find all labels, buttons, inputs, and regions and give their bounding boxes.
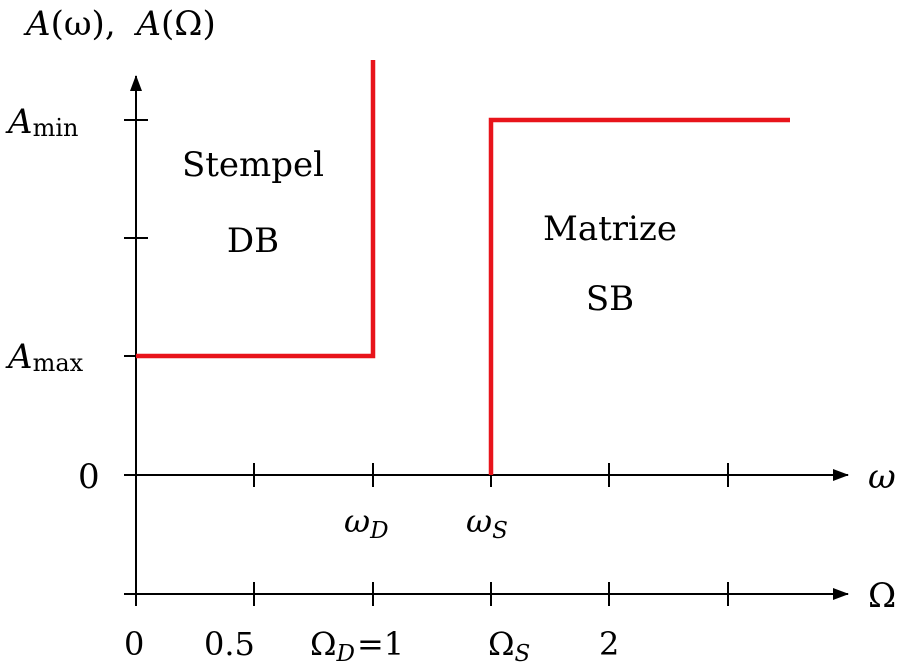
big-omega-tick-label-05: 0.5	[204, 625, 255, 663]
y-tick-label-zero: 0	[78, 457, 100, 497]
omega-d-label: ωD	[344, 502, 389, 544]
y-tick-label-amin: Amin	[5, 102, 78, 142]
stempel-label: Stempel	[182, 145, 324, 185]
y-tick-label-amax: Amax	[5, 337, 84, 377]
sb-label: SB	[586, 279, 634, 319]
y-axis-label: A(ω), A(Ω)	[23, 4, 216, 44]
matrize-label: Matrize	[543, 209, 677, 249]
omega-axis-label: ω	[868, 457, 896, 497]
db-label: DB	[227, 221, 279, 261]
big-omega-s-label: ΩS	[488, 625, 530, 666]
big-omega-tick-label-2: 2	[599, 625, 619, 663]
omega-s-label: ωS	[466, 502, 508, 544]
big-omega-axis-label: Ω	[868, 576, 896, 616]
big-omega-d-label: ΩD=1	[310, 625, 404, 666]
passband-boundary	[136, 60, 376, 359]
big-omega-tick-label-0: 0	[124, 625, 144, 663]
stopband-boundary	[488, 117, 790, 475]
